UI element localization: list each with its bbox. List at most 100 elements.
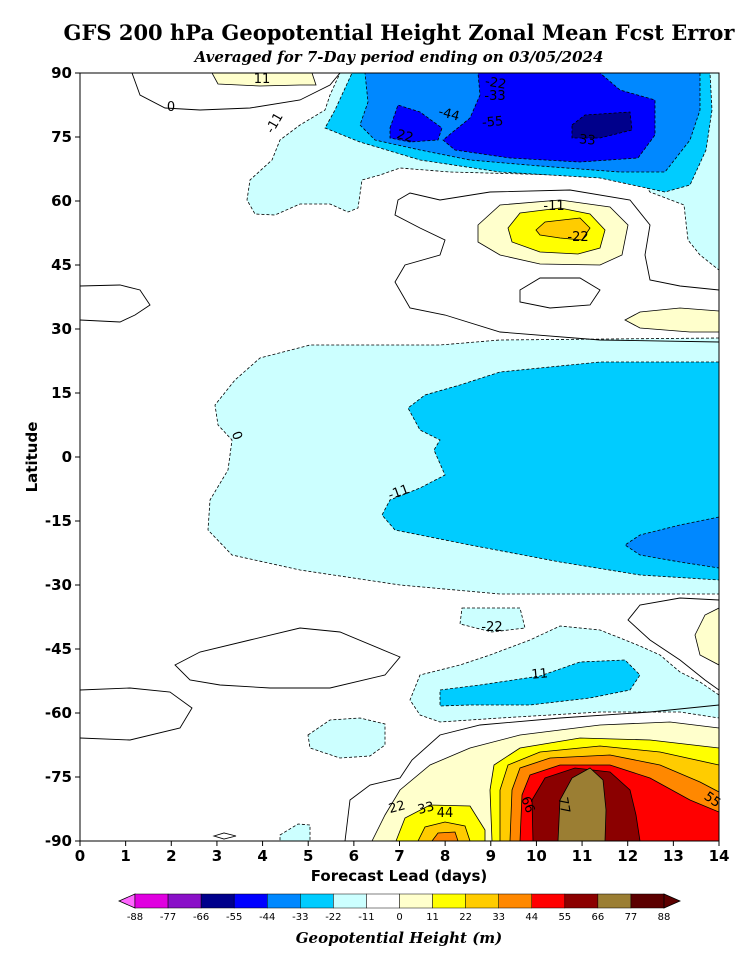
chart-title: GFS 200 hPa Geopotential Height Zonal Me… bbox=[64, 20, 736, 45]
contour-label: -33 bbox=[484, 89, 505, 104]
contour-label: -44 bbox=[437, 105, 461, 125]
antarctic-pos33-small bbox=[417, 821, 471, 841]
contour-label: 0 bbox=[167, 100, 175, 115]
zero-contour-north bbox=[131, 73, 341, 111]
x-tick-label: 3 bbox=[212, 847, 222, 865]
x-axis-ticks: 0 1 2 3 4 5 6 7 8 9 10 11 12 13 14 bbox=[75, 841, 730, 865]
colorbar-tick-label: 22 bbox=[459, 912, 472, 923]
antarctic-pos44-small bbox=[431, 831, 459, 841]
colorbar-swatch bbox=[167, 893, 202, 909]
colorbar-tick-label: -33 bbox=[292, 912, 308, 923]
x-tick-label: 0 bbox=[75, 847, 85, 865]
zero-contour-antarctic bbox=[344, 704, 719, 841]
contour-label: -22 bbox=[484, 74, 508, 92]
nh-pos33-region bbox=[535, 217, 591, 241]
colorbar-swatch bbox=[531, 893, 566, 909]
zero-contour-nh bbox=[394, 189, 719, 343]
arctic-neg55-region bbox=[571, 111, 633, 139]
colorbar-tick-label: 77 bbox=[625, 912, 638, 923]
colorbar-swatch bbox=[498, 893, 532, 909]
y-tick-label: -15 bbox=[45, 512, 72, 530]
colorbar-tick-label: 55 bbox=[558, 912, 571, 923]
colorbar-swatch bbox=[465, 893, 499, 909]
contour-label: 22 bbox=[395, 127, 415, 146]
colorbar-tick-label: -88 bbox=[127, 912, 143, 923]
contour-label: 77 bbox=[555, 796, 573, 815]
x-tick-label: 13 bbox=[663, 847, 684, 865]
colorbar-extend-low bbox=[118, 893, 136, 909]
x-tick-label: 9 bbox=[486, 847, 496, 865]
y-tick-label: 30 bbox=[51, 320, 72, 338]
y-tick-label: 15 bbox=[51, 384, 72, 402]
x-tick-label: 7 bbox=[394, 847, 404, 865]
south-neg11-region-a bbox=[459, 607, 526, 633]
y-tick-label: 0 bbox=[62, 448, 72, 466]
colorbar-swatch bbox=[134, 893, 169, 909]
colorbar-swatch bbox=[333, 893, 367, 909]
sh-pos11-edge bbox=[694, 607, 719, 666]
colorbar-tick-label: -77 bbox=[160, 912, 176, 923]
colorbar-swatch bbox=[432, 893, 466, 909]
x-tick-label: 5 bbox=[303, 847, 313, 865]
colorbar-swatch bbox=[267, 893, 301, 909]
colorbar-swatch bbox=[233, 893, 268, 909]
zero-contour-small-loop bbox=[212, 832, 237, 840]
x-tick-label: 10 bbox=[526, 847, 547, 865]
contour-label: -11 bbox=[386, 482, 411, 503]
x-tick-label: 12 bbox=[617, 847, 638, 865]
colorbar-tick-label: 33 bbox=[492, 912, 505, 923]
zero-contour-nh-loop bbox=[519, 277, 601, 309]
tropical-neg22-region bbox=[381, 361, 719, 581]
contour-label: 22 bbox=[387, 798, 407, 817]
colorbar-tick-label: 0 bbox=[396, 912, 402, 923]
x-axis-label: Forecast Lead (days) bbox=[311, 867, 487, 885]
y-tick-label: -60 bbox=[45, 704, 72, 722]
contour-label: 33 bbox=[578, 132, 596, 148]
x-tick-label: 8 bbox=[440, 847, 450, 865]
zero-contour-sh-loop bbox=[174, 627, 401, 689]
contour-label: 11 bbox=[531, 666, 549, 682]
x-tick-label: 1 bbox=[120, 847, 130, 865]
colorbar-tick-label: -55 bbox=[226, 912, 242, 923]
colorbar-swatch bbox=[564, 893, 599, 909]
colorbar-tick-label: -66 bbox=[193, 912, 209, 923]
nh-pos11-edge bbox=[624, 307, 719, 333]
colorbar-tick-label: 66 bbox=[592, 912, 605, 923]
colorbar-label: Geopotential Height (m) bbox=[296, 929, 503, 947]
x-tick-label: 11 bbox=[572, 847, 593, 865]
south-neg11-region-c bbox=[307, 717, 386, 759]
colorbar-tick-label: 88 bbox=[658, 912, 671, 923]
zero-contour-west bbox=[80, 284, 151, 323]
y-tick-label: -75 bbox=[45, 768, 72, 786]
y-axis-label: Latitude bbox=[23, 422, 41, 493]
y-axis-ticks: 90 75 60 45 30 15 0 -15 -30 -45 -60 -75 -90 bbox=[45, 64, 80, 850]
y-tick-label: -90 bbox=[45, 832, 72, 850]
south-neg22-region bbox=[439, 659, 641, 707]
y-tick-label: -45 bbox=[45, 640, 72, 658]
colorbar-swatch bbox=[200, 893, 235, 909]
colorbar-swatch bbox=[399, 893, 433, 909]
colorbar-tick-label: -11 bbox=[358, 912, 374, 923]
y-tick-label: 90 bbox=[51, 64, 72, 82]
zero-contour-sh-west bbox=[80, 687, 193, 741]
arctic-neg44-region bbox=[442, 73, 656, 163]
y-tick-label: 75 bbox=[51, 128, 72, 146]
y-tick-label: -30 bbox=[45, 576, 72, 594]
tropical-neg33-region bbox=[624, 516, 719, 569]
x-tick-label: 6 bbox=[349, 847, 359, 865]
contour-label: -22 bbox=[481, 620, 502, 635]
x-tick-label: 2 bbox=[166, 847, 176, 865]
contour-label: 11 bbox=[254, 72, 271, 87]
south-neg11-region-d bbox=[279, 823, 311, 841]
antarctic-pos77-region bbox=[557, 767, 607, 841]
colorbar-extend-high bbox=[663, 893, 681, 909]
contour-label: 66 bbox=[517, 794, 537, 815]
y-tick-label: 60 bbox=[51, 192, 72, 210]
colorbar-tick-label: 44 bbox=[525, 912, 538, 923]
x-tick-label: 4 bbox=[257, 847, 267, 865]
chart-subtitle: Averaged for 7-Day period ending on 03/0… bbox=[193, 48, 604, 66]
contour-plot-area bbox=[80, 73, 719, 841]
x-tick-label: 14 bbox=[709, 847, 730, 865]
contour-label: -55 bbox=[481, 114, 503, 131]
